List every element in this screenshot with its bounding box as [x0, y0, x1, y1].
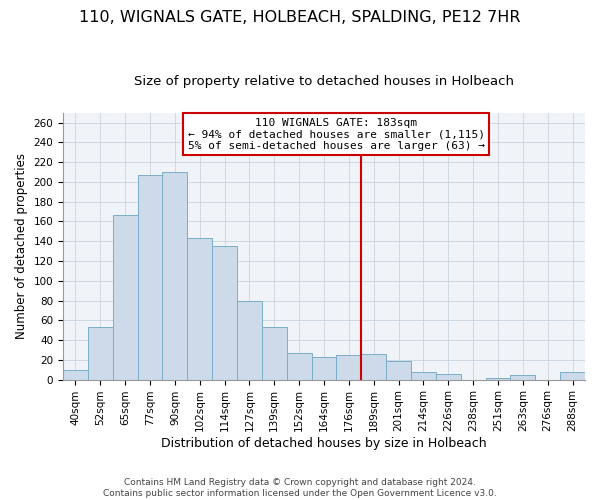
Bar	[113, 214, 137, 380]
X-axis label: Distribution of detached houses by size in Holbeach: Distribution of detached houses by size …	[161, 437, 487, 450]
Bar	[88, 327, 113, 380]
Y-axis label: Number of detached properties: Number of detached properties	[15, 153, 28, 339]
Bar	[212, 246, 237, 380]
Bar	[311, 357, 337, 380]
Bar	[337, 355, 361, 380]
Text: 110, WIGNALS GATE, HOLBEACH, SPALDING, PE12 7HR: 110, WIGNALS GATE, HOLBEACH, SPALDING, P…	[79, 10, 521, 25]
Bar	[386, 361, 411, 380]
Text: Contains HM Land Registry data © Crown copyright and database right 2024.
Contai: Contains HM Land Registry data © Crown c…	[103, 478, 497, 498]
Bar	[237, 300, 262, 380]
Bar	[485, 378, 511, 380]
Text: 110 WIGNALS GATE: 183sqm
← 94% of detached houses are smaller (1,115)
5% of semi: 110 WIGNALS GATE: 183sqm ← 94% of detach…	[188, 118, 485, 151]
Bar	[262, 327, 287, 380]
Bar	[163, 172, 187, 380]
Bar	[187, 238, 212, 380]
Bar	[436, 374, 461, 380]
Bar	[361, 354, 386, 380]
Bar	[511, 374, 535, 380]
Bar	[411, 372, 436, 380]
Bar	[560, 372, 585, 380]
Bar	[63, 370, 88, 380]
Title: Size of property relative to detached houses in Holbeach: Size of property relative to detached ho…	[134, 75, 514, 88]
Bar	[287, 353, 311, 380]
Bar	[137, 175, 163, 380]
